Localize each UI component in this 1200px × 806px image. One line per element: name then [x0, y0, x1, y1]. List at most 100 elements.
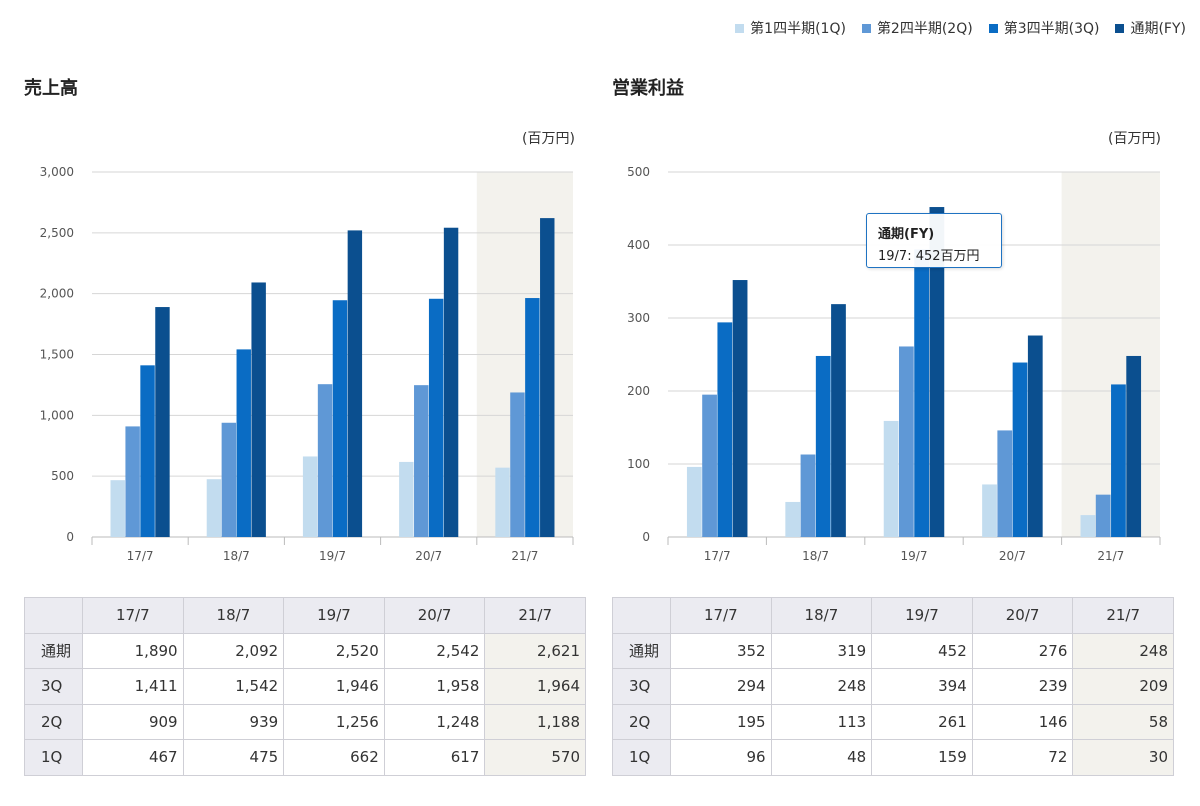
operating-profit-bar-chart: 0 100 200 300 400 500 17/7 18/7 19/7 20/7 21/7: [627, 165, 1161, 563]
table-header-cell: 21/7: [1072, 597, 1174, 634]
table-cell: 467: [82, 739, 184, 776]
bar-2q-18-7[interactable]: [800, 454, 816, 537]
bar-fy-17-7[interactable]: [155, 307, 170, 537]
bar-1q-19-7[interactable]: [883, 420, 899, 537]
chart-legend: 第1四半期(1Q) 第2四半期(2Q) 第3四半期(3Q) 通期(FY): [735, 18, 1186, 38]
bar-1q-21-7[interactable]: [495, 467, 510, 537]
bar-fy-20-7[interactable]: [443, 227, 459, 537]
bar-3q-21-7[interactable]: [1111, 384, 1126, 537]
table-cell: 209: [1072, 668, 1174, 705]
bar-2q-20-7[interactable]: [414, 385, 429, 537]
table-cell: 394: [871, 668, 973, 705]
x-tick-label: 19/7: [901, 549, 928, 563]
operating-profit-unit-label: (百万円): [1108, 131, 1161, 147]
bar-1q-20-7[interactable]: [982, 484, 997, 537]
legend-swatch-fy: [1115, 23, 1125, 33]
table-cell: 1,542: [182, 668, 285, 705]
bar-2q-21-7[interactable]: [510, 392, 525, 537]
legend-swatch-2q: [861, 23, 871, 33]
table-header-cell: 20/7: [971, 597, 1074, 634]
legend-item-3q[interactable]: 第3四半期(3Q): [988, 18, 1099, 38]
bar-2q-20-7[interactable]: [997, 430, 1013, 537]
table-cell: 248: [1072, 632, 1174, 669]
bar-3q-17-7[interactable]: [717, 322, 733, 537]
bar-1q-18-7[interactable]: [785, 501, 801, 537]
bar-fy-21-7[interactable]: [1126, 355, 1142, 537]
table-cell: 352: [670, 632, 772, 669]
bar-3q-17-7[interactable]: [140, 365, 155, 537]
table-header-cell: 20/7: [383, 597, 486, 634]
table-cell: 939: [182, 703, 285, 740]
table-cell: 1,958: [383, 668, 486, 705]
bar-2q-19-7[interactable]: [317, 384, 333, 537]
bar-fy-17-7[interactable]: [732, 280, 748, 537]
table-row: 2Q 195 113 261 146 58: [612, 703, 1174, 740]
bar-2q-17-7[interactable]: [125, 426, 140, 537]
tooltip-text: 19/7: 452百万円: [878, 249, 980, 264]
table-cell: 72: [971, 739, 1074, 776]
table-row-header: 通期: [612, 632, 671, 669]
bar-1q-17-7[interactable]: [686, 466, 702, 537]
sales-panel: 売上高 (百万円) 0 500 1,000 1,500 2,000 2,500 3,000 1…: [0, 0, 586, 806]
table-row-header: 2Q: [612, 703, 671, 740]
bar-1q-19-7[interactable]: [302, 456, 318, 537]
table-row: 3Q 1,411 1,542 1,946 1,958 1,964: [24, 668, 586, 705]
table-cell: 2,542: [383, 632, 486, 669]
x-tick-label: 20/7: [415, 549, 442, 563]
legend-item-fy[interactable]: 通期(FY): [1115, 18, 1186, 38]
bar-1q-18-7[interactable]: [206, 479, 222, 537]
bar-fy-18-7[interactable]: [831, 304, 846, 537]
bar-2q-18-7[interactable]: [221, 422, 237, 537]
table-cell: 113: [770, 703, 873, 740]
operating-profit-panel: 営業利益 (百万円) 0 100 200 300 400 500 17/7 18/7 19/7 2…: [600, 0, 1180, 806]
x-tick-label: 21/7: [511, 549, 538, 563]
y-tick-label: 1,500: [40, 348, 74, 362]
table-cell: 195: [670, 703, 772, 740]
y-tick-label: 1,000: [40, 408, 74, 422]
bar-3q-18-7[interactable]: [815, 355, 831, 537]
bar-fy-20-7[interactable]: [1027, 335, 1043, 537]
bar-fy-21-7[interactable]: [540, 218, 555, 537]
legend-item-2q[interactable]: 第2四半期(2Q): [861, 18, 973, 38]
bar-2q-21-7[interactable]: [1095, 494, 1111, 537]
y-tick-label: 300: [627, 311, 650, 325]
chart-tooltip: 通期(FY) 19/7: 452百万円: [866, 213, 1002, 268]
table-cell: 276: [971, 632, 1074, 669]
bar-3q-19-7[interactable]: [332, 300, 348, 537]
bar-3q-20-7[interactable]: [1012, 362, 1028, 537]
table-row-header: 2Q: [24, 703, 83, 740]
table-cell: 30: [1072, 739, 1174, 776]
table-cell: 96: [670, 739, 772, 776]
bar-2q-17-7[interactable]: [702, 394, 717, 537]
table-row: 2Q 909 939 1,256 1,248 1,188: [24, 703, 586, 740]
legend-swatch-3q: [988, 23, 998, 33]
table-header-cell: 19/7: [283, 597, 385, 634]
table-cell: 2,092: [182, 632, 285, 669]
bar-fy-19-7[interactable]: [347, 230, 363, 537]
table-cell: 452: [871, 632, 973, 669]
bar-3q-18-7[interactable]: [236, 349, 251, 537]
table-cell: 261: [871, 703, 973, 740]
x-tick-label: 20/7: [999, 549, 1026, 563]
bar-2q-19-7[interactable]: [898, 346, 914, 537]
bar-1q-17-7[interactable]: [110, 480, 125, 537]
y-tick-label: 2,500: [40, 226, 74, 240]
sales-unit-label: (百万円): [522, 131, 575, 147]
table-cell: 58: [1072, 703, 1174, 740]
bar-3q-20-7[interactable]: [428, 298, 444, 537]
table-row-header: 3Q: [24, 668, 83, 705]
bar-3q-21-7[interactable]: [525, 298, 540, 537]
table-row: 1Q 467 475 662 617 570: [24, 739, 586, 776]
table-cell: 475: [182, 739, 285, 776]
tooltip-title: 通期(FY): [878, 227, 935, 242]
table-header-cell: 21/7: [484, 597, 586, 634]
bar-fy-19-7[interactable]: [929, 207, 945, 537]
bar-fy-18-7[interactable]: [251, 282, 266, 537]
table-cell: 146: [971, 703, 1074, 740]
bar-1q-21-7[interactable]: [1080, 515, 1096, 537]
legend-item-1q[interactable]: 第1四半期(1Q): [735, 18, 846, 38]
bar-1q-20-7[interactable]: [399, 461, 414, 537]
table-row-header: 3Q: [612, 668, 671, 705]
table-cell: 2,520: [283, 632, 385, 669]
bar-3q-19-7[interactable]: [914, 249, 930, 537]
